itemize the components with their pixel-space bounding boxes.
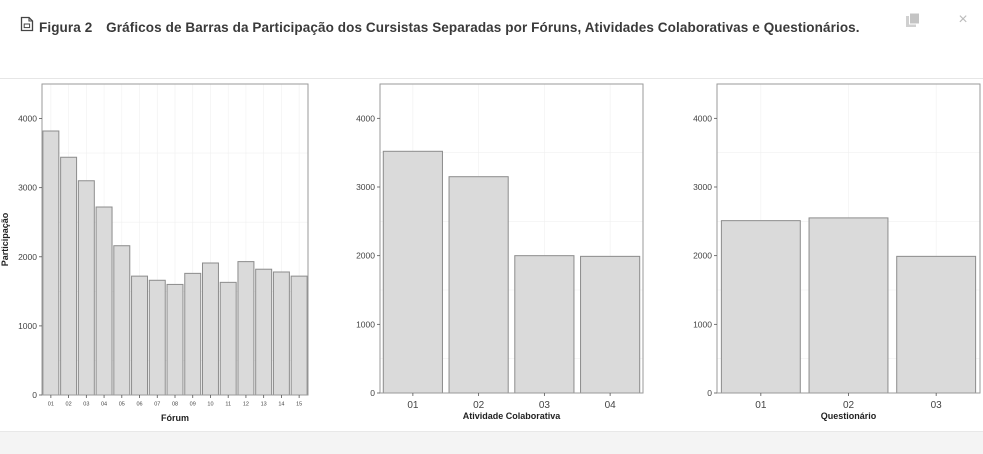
y-axis-label: Participação	[0, 212, 10, 266]
x-tick-label: 15	[296, 402, 302, 408]
x-tick-label: 11	[225, 402, 231, 408]
bar	[720, 220, 801, 394]
y-tick-label: 4000	[18, 114, 37, 124]
bar	[448, 176, 509, 394]
y-tick-label: 1000	[18, 321, 37, 331]
y-tick-label: 1000	[693, 319, 712, 329]
close-icon[interactable]: ×	[958, 11, 968, 28]
figure-header: Figura 2 Gráficos de Barras da Participa…	[0, 0, 983, 79]
bar	[184, 272, 202, 396]
x-tick-label: 02	[473, 400, 485, 411]
copy-icon[interactable]	[905, 12, 921, 28]
x-tick-label: 03	[539, 400, 551, 411]
x-tick-label: 07	[154, 402, 160, 408]
bar	[166, 283, 184, 396]
x-tick-label: 14	[278, 402, 284, 408]
figure-image: 0 1000 2000 3000 4000 01 02 03 04 05 06 07 08 09 10 11 1…	[0, 79, 983, 431]
y-tick-label: 0	[707, 388, 712, 398]
bar	[148, 279, 166, 396]
x-tick-label: 03	[931, 400, 943, 411]
bar	[580, 255, 641, 394]
bar	[514, 255, 575, 394]
y-tick-label: 0	[32, 390, 37, 400]
x-tick-label: 01	[407, 400, 419, 411]
bar	[237, 261, 255, 396]
figure-caption-text: Gráficos de Barras da Participação dos C…	[106, 20, 860, 35]
x-tick-label: 05	[119, 402, 125, 408]
bar	[219, 281, 237, 396]
y-tick-label: 1000	[356, 319, 375, 329]
x-tick-label: 02	[843, 400, 855, 411]
bar	[60, 156, 78, 396]
bar	[896, 255, 977, 394]
x-tick-label: 01	[755, 400, 767, 411]
y-tick-label: 2000	[18, 252, 37, 262]
x-tick-label: 03	[83, 402, 89, 408]
bar	[42, 130, 60, 396]
y-tick-label: 2000	[693, 251, 712, 261]
y-tick-label: 4000	[693, 113, 712, 123]
x-tick-label: 10	[207, 402, 213, 408]
x-tick-label: 09	[190, 402, 196, 408]
figure-caption: Figura 2 Gráficos de Barras da Participa…	[14, 14, 884, 41]
bar	[382, 150, 443, 394]
y-tick-label: 0	[370, 388, 375, 398]
bar	[255, 268, 273, 396]
bar	[290, 275, 308, 396]
x-tick-label: 08	[172, 402, 178, 408]
bar	[131, 275, 149, 396]
x-tick-label: 04	[605, 400, 617, 411]
x-axis-label: Fórum	[161, 413, 189, 423]
x-tick-label: 06	[136, 402, 142, 408]
bar	[272, 271, 290, 396]
x-tick-label: 12	[243, 402, 249, 408]
y-tick-label: 2000	[356, 251, 375, 261]
x-tick-label: 13	[261, 402, 267, 408]
bar	[808, 217, 889, 394]
x-tick-label: 04	[101, 402, 107, 408]
y-tick-label: 3000	[18, 183, 37, 193]
x-axis-label: Questionário	[821, 411, 877, 421]
figure-footer	[0, 431, 983, 454]
bar	[95, 206, 113, 396]
y-tick-label: 4000	[356, 113, 375, 123]
y-tick-label: 3000	[356, 182, 375, 192]
x-tick-label: 02	[66, 402, 72, 408]
panel-border	[379, 83, 644, 394]
y-tick-label: 3000	[693, 182, 712, 192]
figure-number: Figura 2	[39, 20, 93, 35]
x-axis-label: Atividade Colaborativa	[463, 411, 562, 421]
bar	[201, 262, 219, 396]
bar	[77, 180, 95, 396]
x-tick-label: 01	[48, 402, 54, 408]
document-icon	[20, 16, 34, 32]
bar	[113, 245, 131, 396]
